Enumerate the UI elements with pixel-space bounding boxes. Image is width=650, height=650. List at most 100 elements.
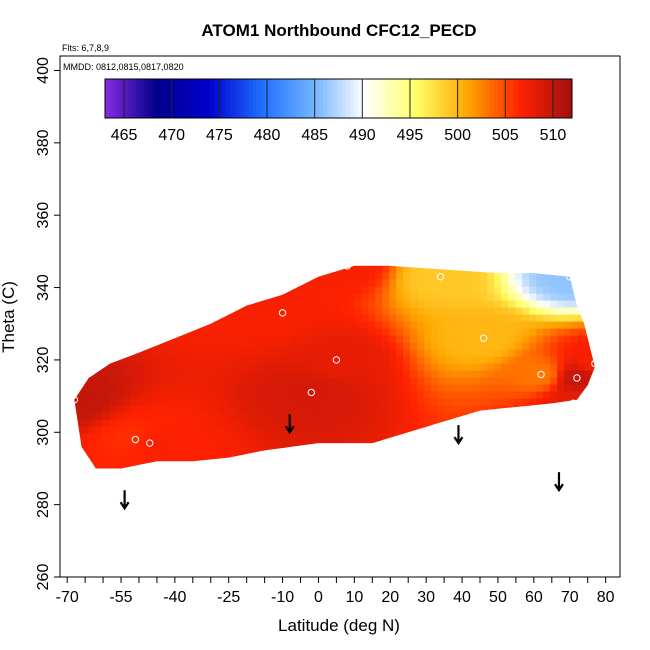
heatmap-cell [235,356,243,365]
heatmap-cell [543,405,551,414]
heatmap-cell [382,454,390,463]
heatmap-cell [109,349,117,358]
heatmap-cell [109,476,117,484]
heatmap-cell [235,377,243,386]
heatmap-cell [564,440,572,449]
heatmap-cell [571,384,579,393]
heatmap-cell [585,349,593,358]
heatmap-cell [543,286,551,295]
heatmap-cell [564,370,572,379]
heatmap-cell [522,328,530,337]
heatmap-cell [543,265,551,274]
heatmap-cell [95,307,103,316]
heatmap-cell [277,426,285,435]
colorbar-segment [272,79,277,118]
heatmap-cell [151,356,159,365]
heatmap-cell [438,412,446,421]
heatmap-cell [74,391,75,400]
heatmap-cell [508,398,516,407]
heatmap-cell [361,356,369,365]
heatmap-cell [319,476,327,484]
heatmap-cell [508,300,516,309]
heatmap-cell [74,328,75,337]
heatmap-cell [221,426,229,435]
heatmap-cell [361,279,369,288]
heatmap-cell [291,398,299,407]
heatmap-cell [158,293,166,302]
heatmap-cell [144,307,152,316]
colorbar-segment [525,79,530,118]
heatmap-cell [277,286,285,295]
colorbar-tick-label: 505 [492,127,519,144]
heatmap-cell [557,342,565,351]
heatmap-cell [165,454,173,463]
heatmap-cell [424,300,432,309]
heatmap-cell [172,419,180,428]
heatmap-cell [410,447,418,456]
heatmap-cell [130,307,138,316]
heatmap-cell [256,265,264,267]
heatmap-cell [487,293,495,302]
heatmap-cell [375,272,383,281]
heatmap-cell [193,469,201,477]
heatmap-cell [200,370,208,379]
heatmap-cell [459,377,467,386]
heatmap-cell [144,412,152,421]
heatmap-cell [550,321,558,330]
heatmap-cell [172,300,180,309]
heatmap-cell [214,265,222,274]
heatmap-cell [536,398,544,407]
heatmap-cell [263,440,271,449]
heatmap-cell [172,335,180,344]
heatmap-cell [592,321,595,330]
heatmap-cell [102,426,110,435]
heatmap-cell [151,454,159,463]
heatmap-cell [368,335,376,344]
heatmap-cell [564,384,572,393]
heatmap-cell [249,440,257,449]
heatmap-cell [242,265,250,274]
heatmap-cell [333,321,341,330]
heatmap-cell [235,286,243,295]
heatmap-cell [515,412,523,421]
heatmap-cell [529,398,537,407]
heatmap-cell [109,328,117,337]
heatmap-cell [396,469,404,477]
heatmap-cell [214,321,222,330]
colorbar-segment [369,79,375,118]
heatmap-cell [326,314,334,323]
heatmap-cell [550,398,558,407]
heatmap-cell [368,419,376,428]
heatmap-cell [494,377,502,386]
heatmap-cell [228,356,236,365]
heatmap-cell [88,440,96,449]
heatmap-cell [263,314,271,323]
heatmap-cell [585,447,593,456]
heatmap-cell [494,461,502,469]
heatmap-cell [102,265,110,267]
heatmap-cell [494,447,502,456]
heatmap-cell [599,392,607,400]
heatmap-cell [319,419,327,428]
heatmap-cell [368,447,376,456]
heatmap-cell [235,447,243,456]
heatmap-cell [214,293,222,302]
heatmap-cell [116,314,124,323]
heatmap-cell [319,265,327,274]
heatmap-cell [438,307,446,316]
heatmap-cell [291,342,299,351]
heatmap-cell [480,419,488,428]
heatmap-cell [571,286,579,295]
heatmap-cell [214,300,222,309]
heatmap-cell [522,370,530,379]
heatmap-cell [284,286,292,295]
heatmap-cell [249,349,257,358]
heatmap-cell [74,328,82,337]
heatmap-cell [368,433,376,442]
heatmap-cell [438,279,446,288]
heatmap-cell [550,349,558,358]
heatmap-cell [445,349,453,358]
heatmap-cell [501,370,509,379]
heatmap-cell [137,342,145,351]
heatmap-cell [368,314,376,323]
